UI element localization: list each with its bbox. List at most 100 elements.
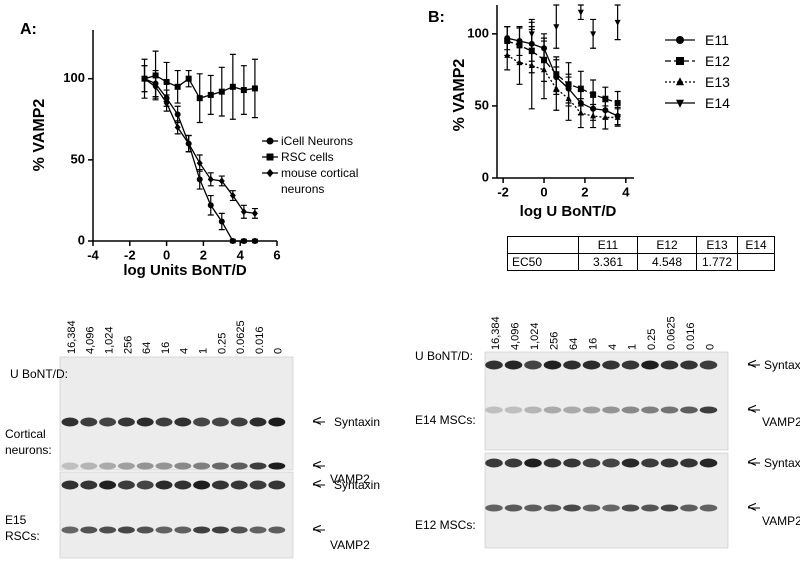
blot-band (660, 504, 679, 512)
blot-band (504, 360, 523, 370)
blot-band (524, 458, 542, 468)
chart-title: A: (20, 21, 37, 38)
blot-band (99, 480, 117, 490)
blot-band (680, 458, 698, 468)
lane-label: 4,096 (509, 322, 521, 350)
blot-band (136, 526, 154, 534)
blot-band (485, 458, 503, 468)
blot-band (524, 360, 542, 370)
blot-label: E14 MSCs: (415, 413, 476, 427)
blot-band (504, 504, 523, 512)
blot-band (249, 417, 267, 427)
band-label: VAMP2 (762, 415, 800, 429)
blot-band (699, 360, 718, 370)
blot-band (99, 526, 117, 534)
blot-label: Cortical neurons: (5, 427, 52, 457)
blot-band (563, 360, 581, 370)
x-tick-label: 4 (237, 247, 245, 262)
lane-label: 16 (587, 338, 599, 350)
data-point (240, 238, 247, 244)
blot-label: U BoNT/D: (415, 349, 474, 363)
blot-band (174, 526, 192, 534)
lane-label: 0.0625 (665, 316, 677, 350)
data-point (218, 177, 225, 185)
data-point (185, 75, 192, 82)
blot-band (699, 458, 718, 468)
blot-band (230, 526, 248, 534)
blot-band (582, 406, 601, 414)
x-axis-label: log U BoNT/D (520, 203, 617, 220)
band-label: Syntaxin (334, 415, 381, 429)
y-tick-label: 0 (482, 169, 489, 184)
data-point (185, 140, 192, 148)
table-header-cell: E11 (578, 236, 638, 254)
blot-band (249, 480, 267, 490)
legend-label: E13 (705, 74, 730, 90)
blot-band (485, 360, 503, 370)
blot-band (230, 462, 248, 470)
blot-band (174, 480, 192, 490)
blot-band (660, 406, 679, 414)
data-point (614, 100, 621, 107)
blot-band (61, 526, 79, 534)
x-tick-label: -2 (124, 247, 136, 262)
y-tick-label: 100 (63, 70, 85, 85)
blot-band (504, 458, 523, 468)
data-point (229, 238, 236, 244)
blot-band (211, 462, 229, 470)
table-header-cell: E14 (737, 236, 775, 254)
series-line (506, 54, 618, 119)
legend-label: RSC cells (281, 150, 334, 164)
x-tick-label: 0 (163, 247, 170, 262)
blot-band (99, 417, 117, 427)
lane-label: 0 (704, 344, 716, 350)
blot-band (80, 417, 98, 427)
blot-band (582, 360, 601, 370)
blot-band (524, 406, 542, 414)
lane-label: 16,384 (66, 320, 78, 354)
band-label: VAMP2 (330, 472, 370, 486)
blot-band (641, 360, 659, 370)
blot-band (602, 406, 620, 414)
series-line (507, 37, 618, 117)
data-point (229, 83, 236, 90)
x-tick-label: -2 (497, 184, 509, 199)
data-point (577, 85, 584, 92)
y-axis-label: % VAMP2 (31, 99, 48, 172)
blot-band (268, 417, 286, 427)
data-point (196, 95, 203, 102)
table-header-cell: E13 (696, 236, 738, 254)
blot-band (602, 504, 620, 512)
lane-label: 1 (198, 348, 210, 354)
legend-marker (266, 168, 274, 178)
data-point (229, 191, 236, 200)
data-point (602, 113, 609, 120)
blot-band (641, 406, 659, 414)
table-header-cell: E12 (637, 236, 697, 254)
blot-band (230, 417, 248, 427)
lane-label: 16 (160, 342, 172, 354)
blot-band (543, 458, 562, 468)
data-point (602, 95, 609, 102)
lane-label: 1 (626, 344, 638, 350)
legend-marker (676, 99, 684, 108)
data-point (614, 19, 621, 26)
x-axis-label: log Units BoNT/D (123, 262, 246, 279)
data-point (196, 159, 203, 167)
y-tick-label: 50 (475, 97, 489, 112)
blot-band (621, 504, 640, 512)
chart-title: B: (428, 9, 445, 26)
blot-band (117, 480, 135, 490)
blot-band (117, 526, 135, 534)
blot-band (641, 458, 659, 468)
blot-band (543, 406, 562, 414)
x-tick-label: 0 (540, 184, 547, 199)
legend-marker (266, 153, 274, 161)
data-point (528, 31, 535, 38)
blot-band (230, 480, 248, 490)
blot-label: U BoNT/D: (10, 367, 69, 381)
blot-band (61, 480, 79, 490)
data-point (541, 66, 548, 73)
